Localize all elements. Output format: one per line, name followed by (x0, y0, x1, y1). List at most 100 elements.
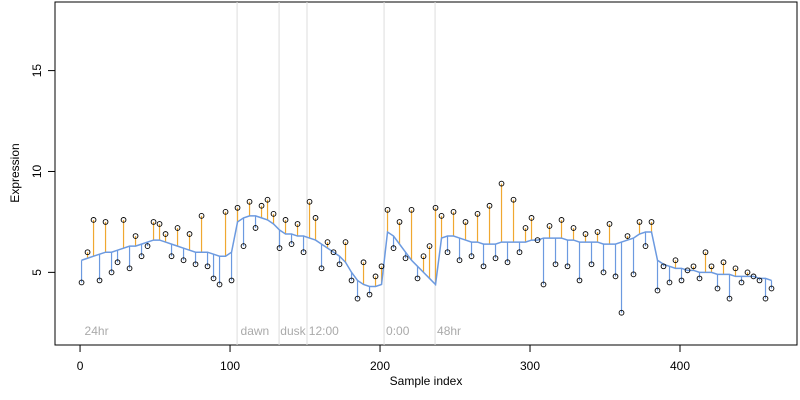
point (588, 261, 595, 268)
point (576, 277, 583, 284)
y-tick-label: 5 (30, 269, 44, 276)
point (228, 277, 235, 284)
point (654, 287, 661, 294)
point (450, 208, 457, 215)
annotation: 0:00 (386, 324, 410, 338)
point (486, 202, 493, 209)
point (690, 263, 697, 270)
point (108, 269, 115, 276)
x-tick-label: 400 (670, 359, 690, 373)
point (522, 225, 529, 231)
point (666, 279, 673, 286)
point (276, 245, 283, 252)
point (114, 259, 121, 266)
point (162, 231, 169, 237)
fitted-line (81, 215, 772, 288)
point (738, 279, 745, 286)
point (600, 269, 607, 276)
point (456, 257, 463, 264)
point (516, 249, 523, 256)
point (288, 241, 295, 247)
point (84, 249, 91, 256)
point (462, 219, 469, 225)
point (582, 231, 589, 237)
point (708, 263, 715, 270)
point (156, 221, 163, 227)
point (372, 273, 379, 280)
point (222, 208, 229, 215)
point (732, 265, 739, 272)
point (768, 285, 775, 292)
point (192, 261, 199, 268)
point (270, 211, 277, 217)
point (420, 253, 427, 260)
point (324, 239, 331, 245)
x-tick-label: 100 (220, 359, 240, 373)
point (438, 213, 445, 219)
y-axis-label: Expression (8, 143, 22, 202)
point (240, 243, 247, 249)
point (546, 223, 553, 229)
plot-frame (54, 1, 798, 346)
point (492, 255, 499, 262)
point (210, 275, 217, 282)
point (618, 309, 625, 316)
point (756, 277, 763, 284)
point (318, 265, 325, 272)
annotation: dusk (280, 324, 306, 338)
point (540, 281, 547, 288)
point (402, 255, 409, 262)
point (336, 261, 343, 268)
point (630, 271, 637, 278)
point (468, 253, 475, 260)
point (636, 219, 643, 225)
point (762, 295, 769, 302)
point (714, 285, 721, 292)
point (480, 263, 487, 270)
point (264, 196, 271, 203)
point (180, 257, 187, 264)
point (498, 180, 505, 187)
point (90, 217, 97, 223)
x-axis-label: Sample index (390, 374, 463, 388)
point (660, 263, 667, 270)
point (744, 269, 751, 276)
point (720, 259, 727, 266)
point (678, 277, 685, 284)
point (366, 291, 373, 298)
point (186, 231, 193, 237)
point (234, 204, 241, 211)
point (594, 229, 601, 235)
point (378, 263, 385, 270)
point (612, 273, 619, 280)
point (246, 198, 253, 205)
point (702, 249, 709, 256)
point (312, 215, 319, 221)
point (306, 198, 313, 205)
point (414, 275, 421, 282)
point (444, 249, 451, 256)
point (528, 215, 535, 221)
point (606, 221, 613, 227)
point (204, 263, 211, 270)
point (648, 219, 655, 225)
point (474, 211, 481, 217)
point (120, 217, 127, 223)
point (138, 253, 145, 260)
point (144, 243, 151, 249)
point (300, 249, 307, 256)
point (408, 206, 415, 213)
point (504, 259, 511, 266)
point (78, 279, 85, 286)
annotation: 48hr (437, 324, 461, 338)
point (258, 202, 265, 209)
point (684, 267, 691, 274)
point (132, 233, 139, 239)
point (534, 237, 541, 243)
point (750, 273, 757, 280)
point (570, 225, 577, 231)
point (354, 295, 361, 302)
x-tick-label: 300 (520, 359, 540, 373)
point (126, 265, 133, 272)
